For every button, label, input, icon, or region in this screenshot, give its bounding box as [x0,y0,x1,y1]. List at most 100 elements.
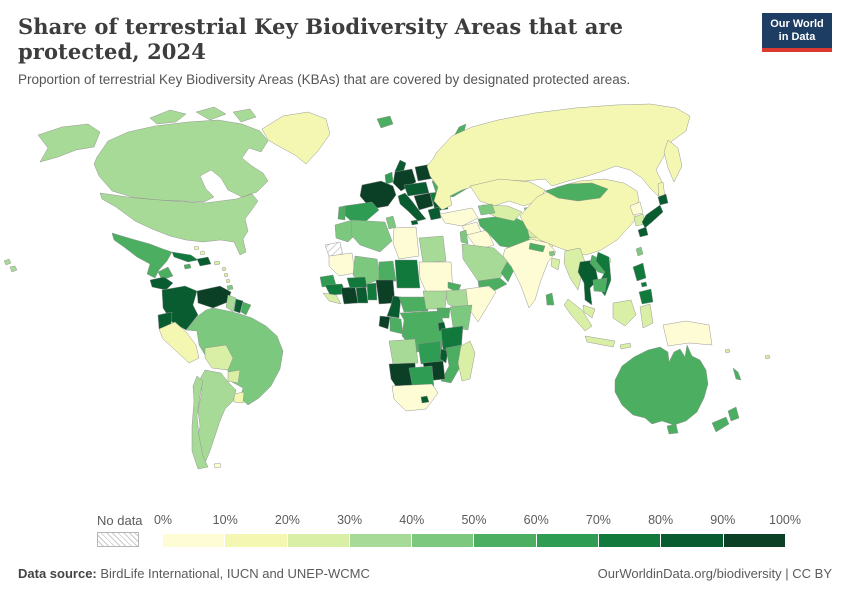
country-bolivia[interactable] [204,344,234,371]
country-arctic-island-1[interactable] [149,109,187,125]
country-mozambique[interactable] [440,344,464,384]
country-peru[interactable] [158,321,200,364]
country-suriname[interactable] [233,298,244,314]
country-guyana[interactable] [225,294,237,313]
country-new-guinea[interactable] [662,320,713,347]
country-mexico[interactable] [111,232,173,279]
country-uruguay[interactable] [233,391,245,404]
country-burkina-faso[interactable] [346,276,368,289]
country-israel-jordan[interactable] [459,229,469,245]
legend-bin-swatch[interactable] [412,534,475,547]
legend-bin-swatch[interactable] [599,534,662,547]
country-tunisia[interactable] [385,215,397,230]
country-japan-hokkaido[interactable] [657,193,669,206]
country-south-sudan[interactable] [422,290,448,310]
country-sicily[interactable] [410,219,419,226]
country-portugal[interactable] [337,205,346,221]
country-philippines-mindanao[interactable] [638,288,654,305]
country-cote-divoire[interactable] [340,286,359,305]
country-cambodia[interactable] [592,277,608,293]
country-malawi[interactable] [439,348,449,364]
country-sierra-leone[interactable] [322,292,342,305]
country-tasmania[interactable] [666,423,679,435]
country-nepal[interactable] [528,242,546,253]
country-jamaica[interactable] [183,263,192,270]
country-spain[interactable] [341,201,380,223]
legend-bin-swatch[interactable] [225,534,288,547]
country-puerto-rico[interactable] [213,260,221,266]
country-bahamas-1[interactable] [193,245,200,251]
country-france[interactable] [359,180,397,210]
country-niger[interactable] [378,260,397,283]
country-taiwan[interactable] [635,246,644,257]
owid-logo[interactable]: Our World in Data [762,13,832,52]
country-myanmar[interactable] [563,247,586,291]
country-bahamas-2[interactable] [199,250,206,256]
legend-no-data-swatch[interactable] [97,532,139,547]
country-south-africa[interactable] [391,383,439,412]
country-argentina[interactable] [196,369,237,464]
country-italy[interactable] [397,192,427,222]
country-japan-kyushu[interactable] [637,226,649,238]
country-java[interactable] [584,335,616,348]
country-hispaniola[interactable] [196,256,212,267]
country-balkans[interactable] [413,192,434,211]
country-ireland[interactable] [384,171,394,185]
country-cuba[interactable] [171,251,199,263]
country-japan-honshu[interactable] [641,204,664,229]
country-zambia[interactable] [417,340,443,365]
country-lesotho[interactable] [420,395,430,404]
country-lesser-sunda[interactable] [619,342,632,350]
country-congo[interactable] [389,316,404,335]
country-car[interactable] [398,296,429,313]
country-chad[interactable] [394,259,421,289]
country-antilles-1[interactable] [221,266,227,272]
country-borneo[interactable] [612,299,637,327]
country-sulawesi[interactable] [639,303,654,329]
country-yucatan[interactable] [157,266,174,281]
country-canada[interactable] [93,119,269,203]
country-iceland[interactable] [376,115,394,129]
country-angola[interactable] [388,338,419,365]
country-falklands[interactable] [213,462,222,469]
country-fiji[interactable] [764,354,771,360]
country-french-guiana[interactable] [240,301,252,316]
country-new-zealand-north[interactable] [727,406,740,422]
country-bhutan[interactable] [548,250,556,257]
country-turkey[interactable] [439,207,479,227]
country-iraq[interactable] [466,229,495,251]
country-mongolia[interactable] [544,182,609,202]
country-hawaii-2[interactable] [9,265,18,273]
country-algeria[interactable] [350,219,393,253]
country-arctic-island-2[interactable] [195,106,227,121]
country-philippines-visayas[interactable] [640,281,648,288]
country-united-states[interactable] [99,192,259,256]
legend-bin-swatch[interactable] [349,534,413,547]
country-solomon-islands[interactable] [724,348,731,354]
country-antilles-2[interactable] [223,272,229,278]
country-greenland[interactable] [261,111,331,165]
country-ghana[interactable] [355,286,369,304]
country-guatemala[interactable] [149,276,174,291]
country-kamchatka[interactable] [663,139,683,183]
country-egypt[interactable] [418,235,447,264]
legend-bin-swatch[interactable] [723,534,785,547]
country-new-caledonia[interactable] [732,367,742,381]
country-kenya[interactable] [449,304,473,331]
country-somalia[interactable] [465,285,497,323]
country-sumatra[interactable] [563,298,593,332]
country-new-zealand-south[interactable] [711,416,730,433]
legend-bin-swatch[interactable] [287,534,350,547]
country-india[interactable] [502,238,557,309]
country-togo-benin[interactable] [366,282,378,301]
country-gabon[interactable] [378,315,391,330]
country-north-korea[interactable] [629,201,644,216]
country-libya[interactable] [392,226,420,260]
country-chile[interactable] [191,375,209,470]
country-madagascar[interactable] [457,340,476,382]
country-philippines-luzon[interactable] [632,262,647,282]
country-sri-lanka[interactable] [545,292,555,306]
country-bangladesh[interactable] [550,257,561,271]
country-antilles-3[interactable] [225,278,231,284]
legend-bin-swatch[interactable] [536,534,600,547]
